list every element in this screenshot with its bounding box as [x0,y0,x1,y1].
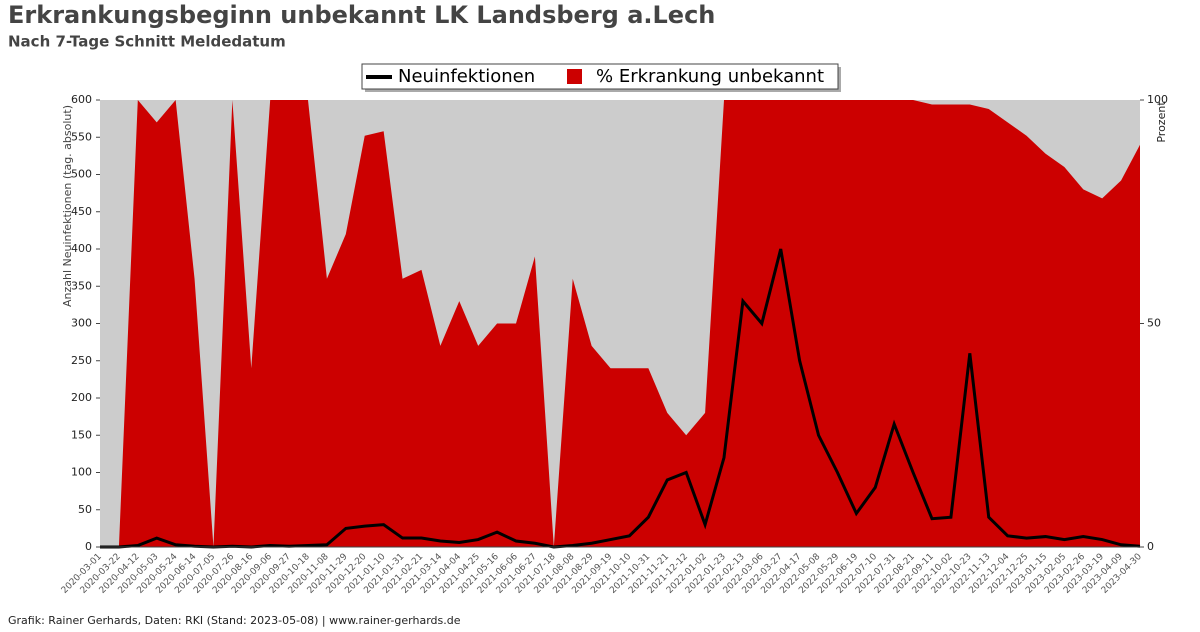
legend-label: % Erkrankung unbekannt [596,66,824,87]
line [100,248,1141,549]
y-tick-label: 350 [71,279,92,292]
y-tick-label: 50 [78,503,92,516]
y-axis-label: Anzahl Neuinfektionen (tag. absolut) [61,105,74,307]
y-tick-label: 100 [71,466,92,479]
footer: Grafik: Rainer Gerhards, Daten: RKI (Sta… [8,614,461,627]
y-tick-label: 250 [71,354,92,367]
area [100,100,1140,547]
y-tick-label: 500 [71,168,92,181]
legend-key [567,69,582,84]
y-tick-label: 300 [71,317,92,330]
y-tick-label: 0 [85,540,92,553]
y-tick-label: 400 [71,242,92,255]
y-tick-label: 200 [71,391,92,404]
legend-label: Neuinfektionen [398,66,535,87]
y-tick-label: 600 [71,93,92,106]
chart-subtitle: Nach 7-Tage Schnitt Meldedatum [8,33,286,51]
y2-axis-label: Prozent [1155,101,1168,143]
y2-tick-label: 100 [1147,93,1168,106]
y-tick-label: 550 [71,130,92,143]
legend [361,63,839,90]
y-tick-label: 150 [71,428,92,441]
chart-title: Erkrankungsbeginn unbekannt LK Landsberg… [8,1,715,29]
y-tick-label: 450 [71,205,92,218]
y2-tick-label: 50 [1147,317,1161,330]
y2-tick-label: 0 [1147,540,1154,553]
